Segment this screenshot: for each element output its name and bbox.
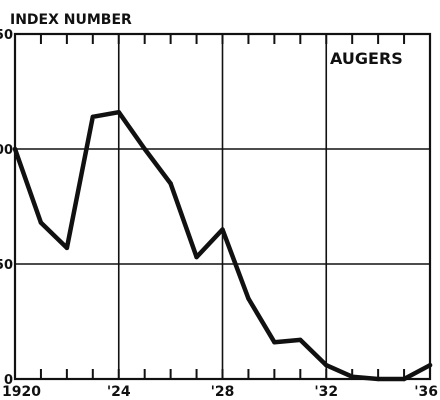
data-point	[116, 110, 121, 115]
data-point	[64, 245, 70, 251]
data-point	[220, 227, 225, 232]
axis-ticks	[14, 34, 431, 379]
data-point	[142, 146, 147, 152]
series-group	[12, 109, 433, 382]
data-point	[12, 146, 18, 152]
y-tick-labels: 0 50 100 150	[0, 28, 13, 388]
data-point	[401, 376, 407, 382]
y-tick-label: 150	[0, 28, 13, 43]
data-point	[349, 374, 355, 379]
data-point	[324, 363, 329, 368]
x-tick-label: '28	[211, 384, 235, 400]
y-tick-label: 100	[0, 143, 13, 158]
data-point	[194, 254, 199, 260]
y-tick-label: 0	[4, 373, 13, 388]
data-point	[375, 376, 381, 382]
data-point	[272, 340, 277, 345]
data-point	[298, 337, 303, 343]
x-tick-label: 1920	[2, 384, 41, 400]
y-axis-label: INDEX NUMBER	[10, 12, 132, 28]
x-tick-label: '32	[314, 384, 338, 400]
y-tick-label: 50	[0, 258, 13, 273]
chart-title: AUGERS	[330, 49, 403, 68]
data-point	[38, 220, 44, 225]
x-tick-label: '36	[414, 384, 438, 400]
x-tick-labels: 1920 '24 '28 '32 '36	[2, 384, 438, 400]
data-point	[168, 181, 173, 186]
data-point	[90, 114, 96, 120]
data-point	[246, 296, 251, 301]
x-tick-label: '24	[107, 384, 131, 400]
data-point	[427, 363, 433, 368]
